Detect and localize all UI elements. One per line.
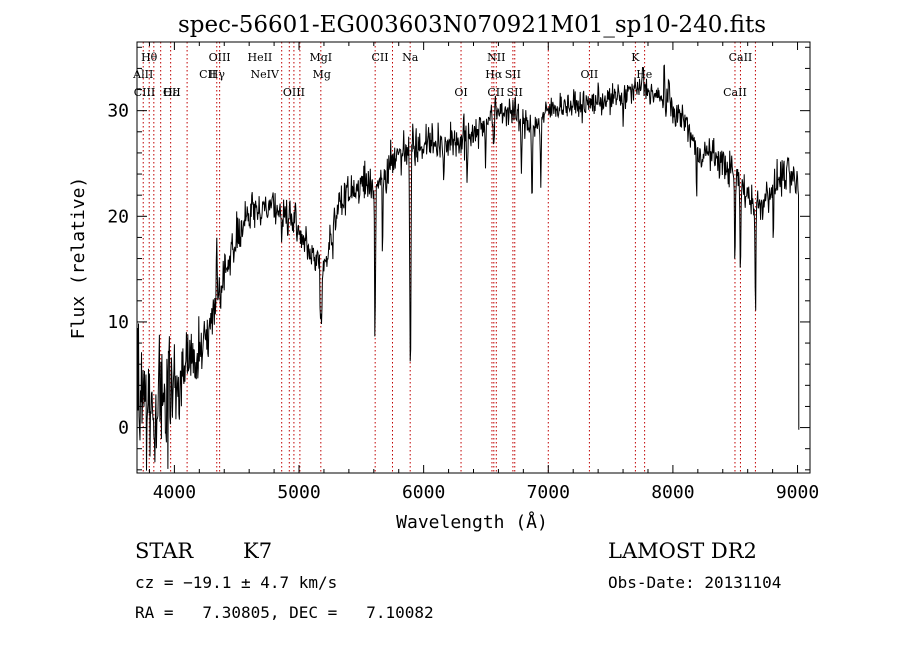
plot-frame: [136, 41, 811, 474]
x-axis-label: Wavelength (Å): [396, 511, 548, 533]
line-marker-label: HeII: [247, 51, 272, 64]
y-tick-label: 20: [107, 206, 129, 227]
line-marker-label: K: [631, 51, 640, 64]
line-marker-label: AlII: [132, 68, 153, 81]
line-marker-label: Hα: [485, 68, 503, 81]
object-subclass: K7: [243, 539, 272, 563]
line-marker-label: SII: [505, 68, 521, 81]
line-marker-label: MgI: [310, 51, 333, 64]
line-marker-label: NeIV: [251, 68, 280, 81]
line-marker-label: CII: [199, 68, 216, 81]
redshift-text: cz = −19.1 ± 4.7 km/s: [135, 573, 337, 592]
line-marker-label: Mg: [313, 68, 331, 81]
line-marker-label: Na: [402, 51, 419, 64]
line-marker-label: Hε: [163, 86, 179, 99]
x-tick-label: 8000: [651, 482, 694, 503]
line-marker-label: Hθ: [141, 51, 158, 64]
x-tick-label: 7000: [527, 482, 570, 503]
y-axis-ticks: 0 10 20 30: [107, 46, 810, 471]
line-marker-label: CII: [487, 86, 504, 99]
x-tick-label: 4000: [153, 482, 196, 503]
line-marker-label: CII: [371, 51, 388, 64]
line-marker-label: OII: [581, 68, 599, 81]
obs-date-text: Obs-Date: 20131104: [608, 573, 781, 592]
line-marker-label: OIII: [283, 86, 305, 99]
x-tick-label: 5000: [277, 482, 320, 503]
line-marker-label: SII: [507, 86, 523, 99]
line-marker-label: CaII: [729, 51, 753, 64]
object-class: STAR: [135, 539, 194, 563]
line-marker-label: NII: [487, 51, 505, 64]
line-marker-label: OII: [163, 86, 181, 99]
y-axis-label: Flux (relative): [68, 177, 89, 340]
y-tick-label: 10: [107, 312, 129, 333]
y-tick-label: 30: [107, 101, 129, 122]
coordinates-text: RA = 7.30805, DEC = 7.10082: [135, 603, 434, 622]
spectrum-line: [136, 64, 800, 471]
line-marker-label: CaII: [723, 86, 747, 99]
y-tick-label: 0: [118, 418, 129, 439]
x-tick-label: 6000: [402, 482, 445, 503]
line-marker-label: OI: [454, 86, 467, 99]
survey-name: LAMOST DR2: [608, 539, 757, 563]
line-marker-label: He: [636, 68, 652, 81]
chart-title: spec-56601-EG003603N070921M01_sp10-240.f…: [178, 12, 766, 38]
line-marker-label: Hγ: [209, 68, 226, 81]
line-marker-label: OIII: [209, 51, 231, 64]
x-tick-label: 9000: [776, 482, 819, 503]
x-axis-ticks: 4000 5000 6000 7000 8000 9000: [148, 42, 819, 503]
